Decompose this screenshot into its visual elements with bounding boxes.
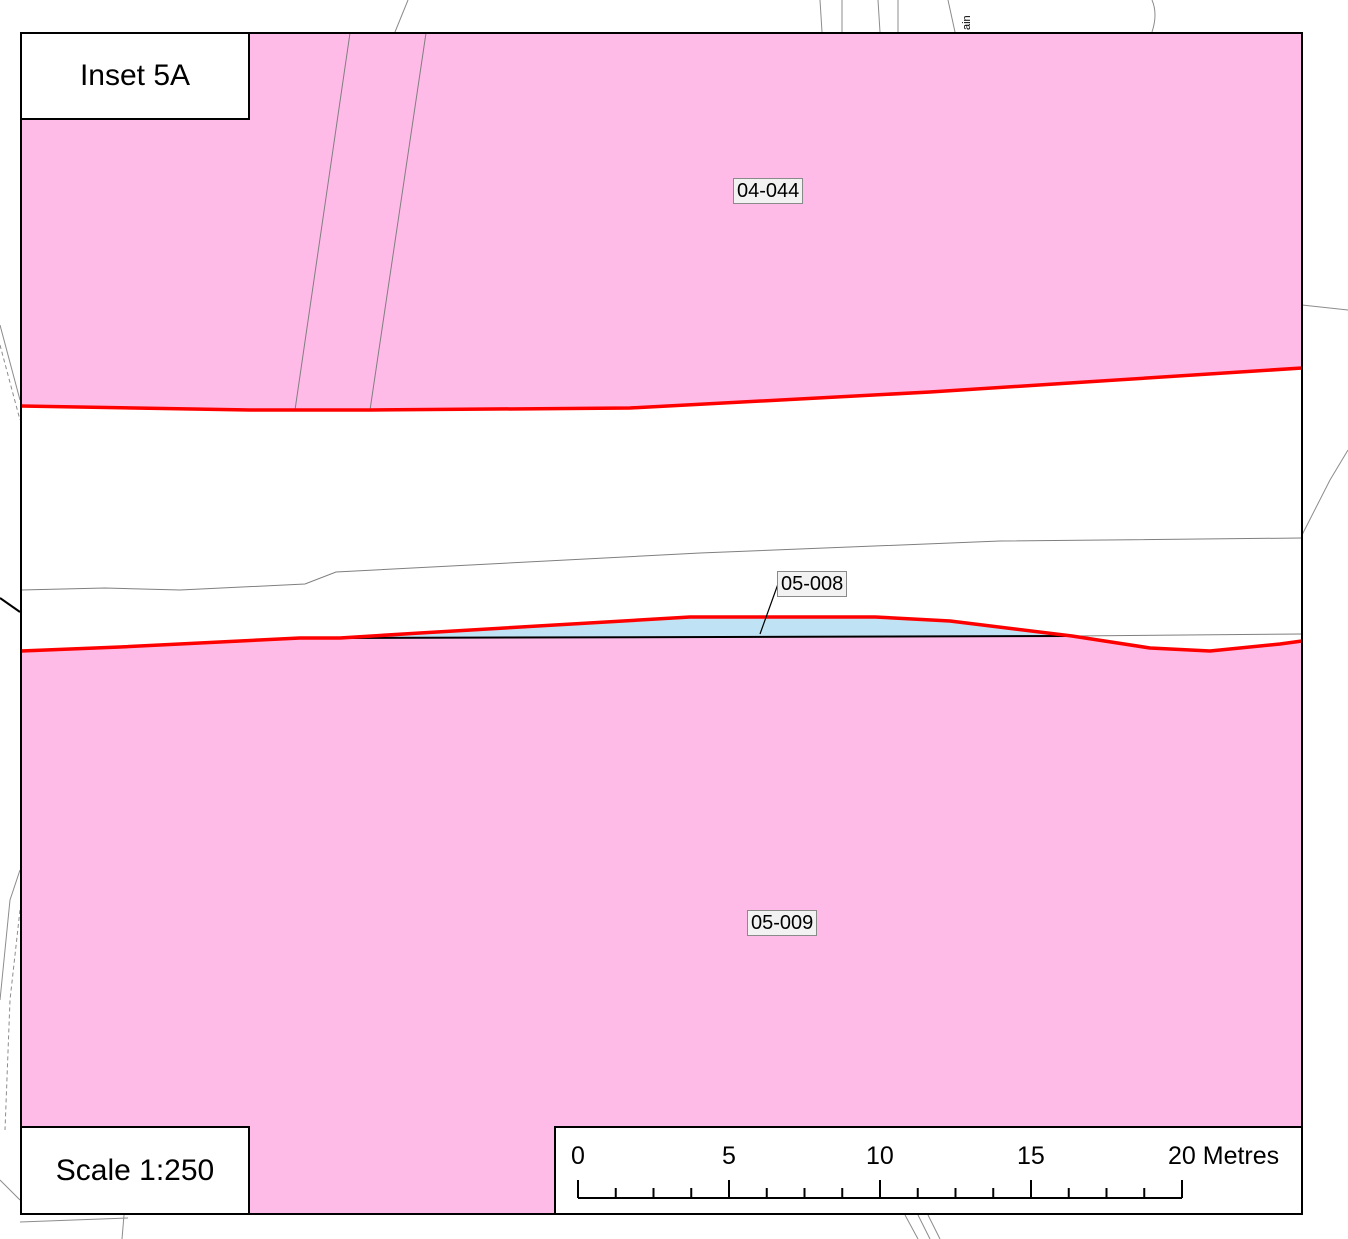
scale-bar (577, 1180, 1183, 1199)
scale-tick-label: 10 (866, 1142, 894, 1170)
parcel-04-044[interactable] (21, 33, 1302, 410)
inset-title: Inset 5A (79, 59, 191, 92)
south-boundary (20, 615, 1303, 653)
scale-text-box: Scale 1:250 (20, 1126, 250, 1215)
parcel-label-05-008[interactable]: 05-008 (777, 571, 848, 597)
scale-tick-label: 0 (571, 1142, 585, 1170)
street-name-fragment: ain (961, 15, 973, 30)
parcel-05-009[interactable] (21, 636, 1302, 1214)
scale-bar-box: 0 5 10 15 20 Metres (554, 1126, 1303, 1215)
map-frame (20, 32, 1303, 1215)
inset-title-box: Inset 5A (20, 32, 250, 120)
scale-tick-label: 15 (1017, 1142, 1045, 1170)
parcel-label-05-009[interactable]: 05-009 (747, 910, 818, 936)
scale-tick-label: 5 (722, 1142, 736, 1170)
north-boundary (20, 366, 1303, 412)
internal-linework (20, 32, 1303, 639)
red-boundaries (20, 366, 1303, 653)
leader-line-05-008 (759, 583, 779, 635)
parcel-label-04-044[interactable]: 04-044 (733, 178, 804, 204)
scale-tick-label: 20 Metres (1168, 1142, 1280, 1170)
external-boundary (0, 597, 21, 613)
scale-text: Scale 1:250 (55, 1153, 215, 1187)
